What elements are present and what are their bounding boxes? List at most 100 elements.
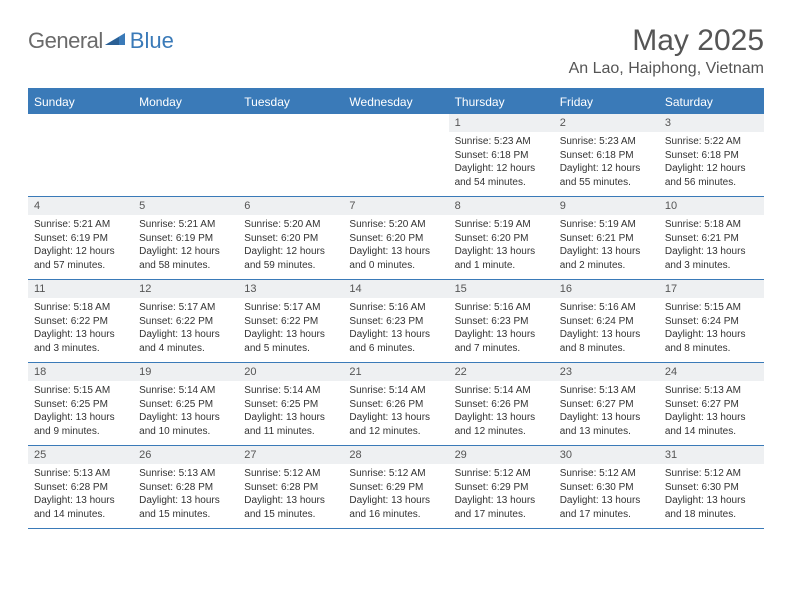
day-details: Sunrise: 5:12 AMSunset: 6:29 PMDaylight:… <box>343 464 448 525</box>
week-row: 18Sunrise: 5:15 AMSunset: 6:25 PMDayligh… <box>28 363 764 446</box>
weekday-header: Thursday <box>449 90 554 114</box>
weekday-header: Monday <box>133 90 238 114</box>
day-number: 18 <box>28 363 133 381</box>
day-cell: 1Sunrise: 5:23 AMSunset: 6:18 PMDaylight… <box>449 114 554 196</box>
day-cell: 22Sunrise: 5:14 AMSunset: 6:26 PMDayligh… <box>449 363 554 445</box>
header-right: May 2025 An Lao, Haiphong, Vietnam <box>569 24 764 78</box>
day-cell: 25Sunrise: 5:13 AMSunset: 6:28 PMDayligh… <box>28 446 133 528</box>
day-cell: 30Sunrise: 5:12 AMSunset: 6:30 PMDayligh… <box>554 446 659 528</box>
day-cell: 16Sunrise: 5:16 AMSunset: 6:24 PMDayligh… <box>554 280 659 362</box>
day-number: 22 <box>449 363 554 381</box>
weekday-header: Wednesday <box>343 90 448 114</box>
day-number: 25 <box>28 446 133 464</box>
empty-cell <box>133 114 238 196</box>
day-details: Sunrise: 5:21 AMSunset: 6:19 PMDaylight:… <box>133 215 238 276</box>
day-cell: 9Sunrise: 5:19 AMSunset: 6:21 PMDaylight… <box>554 197 659 279</box>
day-number: 29 <box>449 446 554 464</box>
day-details: Sunrise: 5:12 AMSunset: 6:28 PMDaylight:… <box>238 464 343 525</box>
day-number: 4 <box>28 197 133 215</box>
empty-cell <box>343 114 448 196</box>
day-cell: 20Sunrise: 5:14 AMSunset: 6:25 PMDayligh… <box>238 363 343 445</box>
day-number: 2 <box>554 114 659 132</box>
day-details: Sunrise: 5:17 AMSunset: 6:22 PMDaylight:… <box>238 298 343 359</box>
day-cell: 23Sunrise: 5:13 AMSunset: 6:27 PMDayligh… <box>554 363 659 445</box>
day-number: 13 <box>238 280 343 298</box>
logo-triangle-icon <box>105 31 127 52</box>
day-number: 17 <box>659 280 764 298</box>
day-cell: 21Sunrise: 5:14 AMSunset: 6:26 PMDayligh… <box>343 363 448 445</box>
day-details: Sunrise: 5:13 AMSunset: 6:27 PMDaylight:… <box>659 381 764 442</box>
day-details: Sunrise: 5:15 AMSunset: 6:25 PMDaylight:… <box>28 381 133 442</box>
day-number: 3 <box>659 114 764 132</box>
day-details: Sunrise: 5:12 AMSunset: 6:29 PMDaylight:… <box>449 464 554 525</box>
day-cell: 8Sunrise: 5:19 AMSunset: 6:20 PMDaylight… <box>449 197 554 279</box>
day-cell: 19Sunrise: 5:14 AMSunset: 6:25 PMDayligh… <box>133 363 238 445</box>
day-cell: 7Sunrise: 5:20 AMSunset: 6:20 PMDaylight… <box>343 197 448 279</box>
day-number: 9 <box>554 197 659 215</box>
month-title: May 2025 <box>569 24 764 58</box>
logo-text-1: General <box>28 28 103 54</box>
day-details: Sunrise: 5:14 AMSunset: 6:26 PMDaylight:… <box>449 381 554 442</box>
day-details: Sunrise: 5:23 AMSunset: 6:18 PMDaylight:… <box>554 132 659 193</box>
day-details: Sunrise: 5:19 AMSunset: 6:20 PMDaylight:… <box>449 215 554 276</box>
day-cell: 18Sunrise: 5:15 AMSunset: 6:25 PMDayligh… <box>28 363 133 445</box>
weekday-header: Friday <box>554 90 659 114</box>
day-details: Sunrise: 5:20 AMSunset: 6:20 PMDaylight:… <box>343 215 448 276</box>
calendar-grid: SundayMondayTuesdayWednesdayThursdayFrid… <box>28 88 764 529</box>
week-row: 11Sunrise: 5:18 AMSunset: 6:22 PMDayligh… <box>28 280 764 363</box>
weekday-header-row: SundayMondayTuesdayWednesdayThursdayFrid… <box>28 90 764 114</box>
day-cell: 24Sunrise: 5:13 AMSunset: 6:27 PMDayligh… <box>659 363 764 445</box>
day-cell: 3Sunrise: 5:22 AMSunset: 6:18 PMDaylight… <box>659 114 764 196</box>
day-cell: 29Sunrise: 5:12 AMSunset: 6:29 PMDayligh… <box>449 446 554 528</box>
day-details: Sunrise: 5:12 AMSunset: 6:30 PMDaylight:… <box>554 464 659 525</box>
day-cell: 15Sunrise: 5:16 AMSunset: 6:23 PMDayligh… <box>449 280 554 362</box>
day-details: Sunrise: 5:16 AMSunset: 6:23 PMDaylight:… <box>343 298 448 359</box>
header: General Blue May 2025 An Lao, Haiphong, … <box>28 24 764 78</box>
day-cell: 4Sunrise: 5:21 AMSunset: 6:19 PMDaylight… <box>28 197 133 279</box>
day-number: 21 <box>343 363 448 381</box>
day-number: 7 <box>343 197 448 215</box>
day-number: 23 <box>554 363 659 381</box>
day-details: Sunrise: 5:16 AMSunset: 6:23 PMDaylight:… <box>449 298 554 359</box>
day-details: Sunrise: 5:18 AMSunset: 6:22 PMDaylight:… <box>28 298 133 359</box>
weeks-container: 1Sunrise: 5:23 AMSunset: 6:18 PMDaylight… <box>28 114 764 529</box>
day-cell: 17Sunrise: 5:15 AMSunset: 6:24 PMDayligh… <box>659 280 764 362</box>
day-number: 28 <box>343 446 448 464</box>
day-number: 30 <box>554 446 659 464</box>
day-number: 16 <box>554 280 659 298</box>
day-cell: 2Sunrise: 5:23 AMSunset: 6:18 PMDaylight… <box>554 114 659 196</box>
day-details: Sunrise: 5:15 AMSunset: 6:24 PMDaylight:… <box>659 298 764 359</box>
weekday-header: Tuesday <box>238 90 343 114</box>
day-cell: 27Sunrise: 5:12 AMSunset: 6:28 PMDayligh… <box>238 446 343 528</box>
day-cell: 14Sunrise: 5:16 AMSunset: 6:23 PMDayligh… <box>343 280 448 362</box>
weekday-header: Saturday <box>659 90 764 114</box>
empty-cell <box>28 114 133 196</box>
day-number: 5 <box>133 197 238 215</box>
day-details: Sunrise: 5:19 AMSunset: 6:21 PMDaylight:… <box>554 215 659 276</box>
location-line: An Lao, Haiphong, Vietnam <box>569 60 764 78</box>
day-cell: 12Sunrise: 5:17 AMSunset: 6:22 PMDayligh… <box>133 280 238 362</box>
day-details: Sunrise: 5:18 AMSunset: 6:21 PMDaylight:… <box>659 215 764 276</box>
day-number: 15 <box>449 280 554 298</box>
day-details: Sunrise: 5:13 AMSunset: 6:27 PMDaylight:… <box>554 381 659 442</box>
day-number: 19 <box>133 363 238 381</box>
day-details: Sunrise: 5:14 AMSunset: 6:26 PMDaylight:… <box>343 381 448 442</box>
day-details: Sunrise: 5:14 AMSunset: 6:25 PMDaylight:… <box>238 381 343 442</box>
day-number: 20 <box>238 363 343 381</box>
day-cell: 5Sunrise: 5:21 AMSunset: 6:19 PMDaylight… <box>133 197 238 279</box>
week-row: 1Sunrise: 5:23 AMSunset: 6:18 PMDaylight… <box>28 114 764 197</box>
day-number: 14 <box>343 280 448 298</box>
day-cell: 31Sunrise: 5:12 AMSunset: 6:30 PMDayligh… <box>659 446 764 528</box>
day-cell: 26Sunrise: 5:13 AMSunset: 6:28 PMDayligh… <box>133 446 238 528</box>
day-number: 8 <box>449 197 554 215</box>
day-number: 10 <box>659 197 764 215</box>
logo-text-2: Blue <box>130 28 174 54</box>
day-number: 6 <box>238 197 343 215</box>
day-details: Sunrise: 5:12 AMSunset: 6:30 PMDaylight:… <box>659 464 764 525</box>
week-row: 25Sunrise: 5:13 AMSunset: 6:28 PMDayligh… <box>28 446 764 529</box>
week-row: 4Sunrise: 5:21 AMSunset: 6:19 PMDaylight… <box>28 197 764 280</box>
day-number: 1 <box>449 114 554 132</box>
day-details: Sunrise: 5:22 AMSunset: 6:18 PMDaylight:… <box>659 132 764 193</box>
calendar-page: General Blue May 2025 An Lao, Haiphong, … <box>0 0 792 553</box>
day-cell: 28Sunrise: 5:12 AMSunset: 6:29 PMDayligh… <box>343 446 448 528</box>
